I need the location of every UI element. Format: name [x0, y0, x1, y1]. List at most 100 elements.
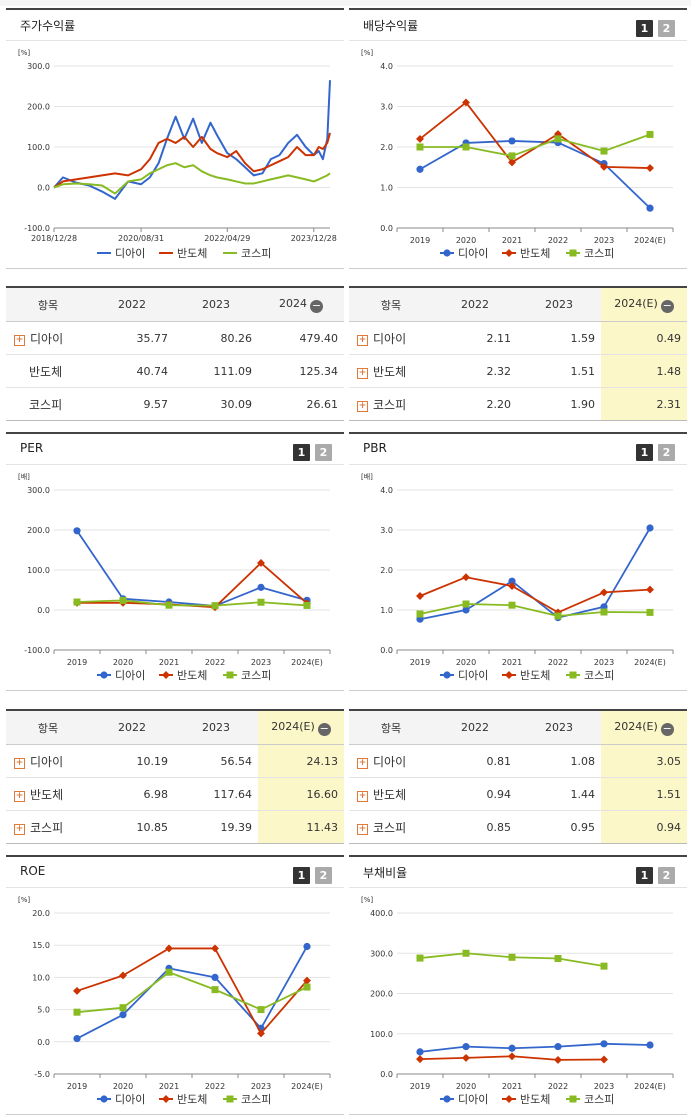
- page-button-2[interactable]: 2: [658, 20, 675, 37]
- data-point-bando: [646, 585, 654, 594]
- data-point-bando: [554, 1055, 562, 1064]
- legend-marker: [569, 671, 577, 679]
- expand-plus-icon[interactable]: +: [357, 790, 368, 802]
- x-tick-label: 2022: [548, 236, 568, 245]
- expand-plus-icon[interactable]: +: [357, 367, 368, 379]
- value-cell: 2.11: [433, 321, 517, 355]
- panel-roe: ROE 1 2 [%] 20.0 15.0 10.0 5.0 0.0 -5.0 2019 2020 20…: [6, 855, 344, 1115]
- page-button-2[interactable]: 2: [315, 444, 332, 461]
- y-tick-label: 2.0: [380, 143, 393, 152]
- series-line-bando: [76, 947, 308, 1035]
- legend-label-diai: 디아이: [115, 1093, 145, 1106]
- value-cell: 1.51: [601, 777, 687, 811]
- legend-label-bando: 반도체: [177, 1093, 207, 1106]
- legend-marker: [505, 1095, 513, 1103]
- expand-plus-icon[interactable]: +: [14, 823, 25, 835]
- panel-title: ROE: [20, 864, 46, 878]
- expand-plus-icon[interactable]: +: [357, 757, 368, 769]
- value-cell: 2.20: [433, 387, 517, 421]
- page-button-1[interactable]: 1: [636, 867, 653, 884]
- x-tick-label: 2021: [502, 1082, 522, 1091]
- y-tick-label: -100.0: [24, 646, 50, 655]
- table-stock-return: 항목 2022 2023 2024− + 디아이 35.77 80.26 479.40 반도체 40…: [6, 286, 344, 421]
- expand-plus-icon[interactable]: +: [357, 400, 368, 412]
- data-point-diai: [646, 524, 654, 532]
- legend-marker: [569, 1095, 577, 1103]
- header-label: 항목: [37, 721, 59, 735]
- header-label: 2022: [118, 721, 146, 734]
- table-header-cell: 2022: [90, 709, 174, 745]
- panel-pbr: PBR 1 2 [배] 4.0 3.0 2.0 1.0 0.0 2019 2020 2021 2022 2…: [349, 432, 687, 691]
- collapse-icon[interactable]: −: [310, 298, 323, 313]
- value-cell: 1.08: [517, 744, 601, 778]
- panel-header: 부채비율 1 2: [349, 857, 687, 888]
- value-cell: 24.13: [258, 744, 344, 778]
- panel-header: PER 1 2: [6, 434, 344, 465]
- table-row: + 디아이 2.11 1.59 0.49: [349, 321, 687, 355]
- series-line-diai: [419, 527, 651, 621]
- row-name-cell: + 반도체: [6, 777, 90, 811]
- value-cell: 125.34: [258, 354, 344, 388]
- page-button-1[interactable]: 1: [293, 444, 310, 461]
- panel-title: 배당수익률: [363, 19, 419, 33]
- unit-label: [배]: [361, 472, 373, 481]
- x-tick-label: 2019: [410, 1082, 430, 1091]
- data-point-bando: [600, 1055, 608, 1064]
- page-button-1[interactable]: 1: [636, 444, 653, 461]
- series-line-diai: [419, 140, 651, 209]
- x-tick-label: 2024(E): [291, 658, 323, 667]
- data-point-kospi: [416, 610, 424, 618]
- y-tick-label: 0.0: [380, 646, 393, 655]
- page-button-1[interactable]: 1: [636, 20, 653, 37]
- y-tick-label: 100.0: [27, 143, 50, 152]
- table-row: 코스피 9.57 30.09 26.61: [6, 387, 344, 421]
- page-button-1[interactable]: 1: [293, 867, 310, 884]
- page-button-2[interactable]: 2: [658, 867, 675, 884]
- data-point-diai: [462, 1043, 470, 1051]
- data-point-diai: [554, 1043, 562, 1051]
- collapse-icon[interactable]: −: [660, 721, 674, 736]
- unit-label: [%]: [361, 49, 373, 57]
- expand-plus-icon[interactable]: +: [14, 790, 25, 802]
- x-tick-label: 2023: [594, 1082, 614, 1091]
- panel-title: PBR: [363, 441, 387, 455]
- expand-plus-icon[interactable]: +: [357, 823, 368, 835]
- y-tick-label: 400.0: [370, 909, 393, 918]
- x-tick-label: 2024(E): [634, 1082, 666, 1091]
- legend-label-diai: 디아이: [115, 669, 145, 682]
- expand-plus-icon[interactable]: +: [14, 334, 25, 346]
- value-cell: 30.09: [174, 387, 258, 421]
- page-button-2[interactable]: 2: [658, 444, 675, 461]
- table-header-cell: 2024(E) −: [601, 286, 687, 322]
- y-tick-label: 0.0: [37, 1038, 50, 1047]
- data-point-diai: [600, 1040, 608, 1048]
- expand-plus-icon[interactable]: +: [357, 334, 368, 346]
- header-label: 2023: [545, 298, 573, 311]
- data-point-bando: [646, 164, 654, 173]
- data-point-kospi: [257, 1006, 265, 1014]
- data-point-kospi: [73, 1008, 81, 1016]
- y-tick-label: 0.0: [37, 184, 50, 193]
- x-tick-label: 2020: [113, 1082, 133, 1091]
- y-tick-label: 4.0: [380, 62, 393, 71]
- data-point-kospi: [508, 152, 516, 160]
- row-name: 코스피: [373, 820, 407, 835]
- value-cell: 26.61: [258, 387, 344, 421]
- page-button-2[interactable]: 2: [315, 867, 332, 884]
- x-tick-label: 2022: [205, 658, 225, 667]
- collapse-icon[interactable]: −: [317, 721, 331, 736]
- data-point-kospi: [119, 596, 127, 604]
- table-row: + 코스피 10.85 19.39 11.43: [6, 810, 344, 844]
- legend-marker: [162, 1095, 170, 1103]
- data-point-diai: [462, 606, 470, 614]
- data-point-bando: [462, 98, 470, 107]
- table-row: + 반도체 2.32 1.51 1.48: [349, 354, 687, 388]
- data-point-diai: [303, 942, 311, 951]
- expand-plus-icon[interactable]: +: [14, 757, 25, 769]
- panel-header: 주가수익률: [6, 10, 344, 41]
- data-point-kospi: [211, 986, 219, 994]
- collapse-icon[interactable]: −: [660, 298, 674, 313]
- x-tick-label: 2021: [502, 658, 522, 667]
- data-point-bando: [462, 573, 470, 582]
